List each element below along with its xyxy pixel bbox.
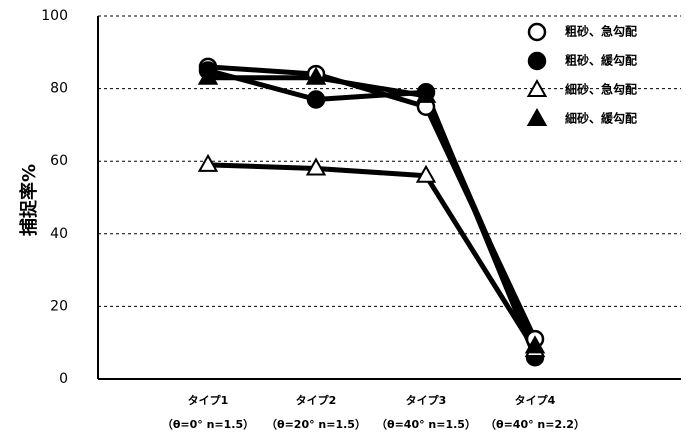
legend-label: 粗砂、緩勾配	[565, 53, 637, 68]
data-point	[415, 164, 437, 183]
y-tick-label: 60	[50, 153, 68, 169]
y-tick-labels: 0 20 40 60 80 100	[41, 8, 68, 387]
x-category-label: タイプ4	[515, 393, 556, 407]
axes	[97, 16, 681, 380]
data-point	[305, 157, 327, 176]
data-point	[524, 335, 546, 354]
x-category-sublabel: （θ=40° n=2.2）	[485, 418, 585, 431]
x-category-sublabel: （θ=20° n=1.5）	[266, 418, 366, 431]
data-point	[306, 90, 326, 109]
y-tick-label: 20	[50, 298, 68, 314]
legend-marker	[526, 107, 548, 126]
data-point	[415, 84, 437, 103]
legend-label: 粗砂、急勾配	[565, 24, 637, 39]
legend-label: 細砂、急勾配	[565, 82, 637, 97]
y-tick-label: 100	[41, 8, 68, 24]
y-tick-label: 80	[50, 81, 68, 97]
series-line	[207, 162, 538, 352]
legend-marker	[526, 78, 548, 97]
data-point	[197, 153, 219, 172]
y-tick-label: 40	[50, 226, 68, 242]
y-axis-label: 捕捉率%	[18, 164, 40, 236]
x-category-label: タイプ2	[296, 393, 337, 407]
legend-marker	[527, 51, 547, 71]
data-point	[197, 66, 219, 85]
grid	[98, 15, 681, 307]
x-category-label: タイプ1	[188, 393, 229, 407]
x-category-sublabel: （θ=0° n=1.5）	[162, 418, 254, 431]
series-group	[197, 57, 546, 367]
x-category-label: タイプ3	[406, 393, 447, 407]
series-line	[207, 64, 538, 341]
series-line	[207, 68, 538, 359]
legend-label: 細砂、緩勾配	[565, 111, 637, 126]
data-point	[305, 66, 327, 85]
y-tick-label: 0	[59, 371, 68, 387]
legend-marker	[527, 22, 547, 42]
series-line	[208, 75, 538, 348]
x-category-sublabel: （θ=40° n=1.5）	[376, 418, 476, 431]
x-category-labels: タイプ1 （θ=0° n=1.5） タイプ2 （θ=20° n=1.5） タイプ3 （θ=…	[162, 393, 585, 431]
